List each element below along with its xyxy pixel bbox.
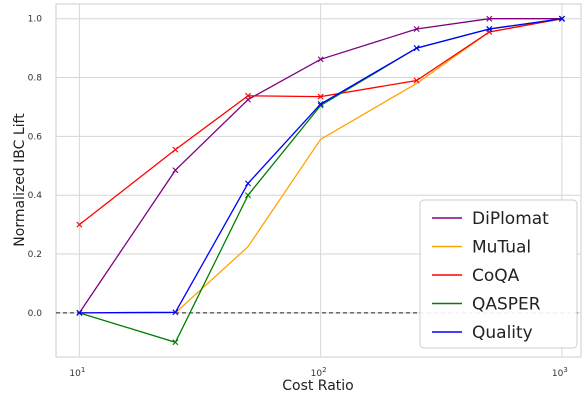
y-tick-label: 0.2: [28, 250, 42, 260]
legend-label: CoQA: [472, 266, 520, 286]
data-point-marker: [76, 309, 83, 316]
legend-label: QASPER: [472, 295, 541, 315]
legend: DiPlomat MuTual CoQA QASPER Quality: [419, 199, 578, 349]
data-point-marker: [413, 45, 420, 52]
x-tick-labels: 101 102 103: [69, 366, 567, 379]
data-point-marker: [245, 92, 252, 99]
data-point-marker: [317, 56, 324, 63]
data-point-marker: [172, 339, 179, 346]
data-point-marker: [317, 93, 324, 100]
y-tick-label: 0.0: [28, 309, 43, 319]
data-point-marker: [486, 15, 493, 22]
data-point-marker: [413, 77, 420, 84]
y-tick-label: 0.8: [28, 74, 43, 84]
x-axis-label: Cost Ratio: [282, 378, 354, 394]
series-quality: [76, 15, 565, 316]
data-point-marker: [172, 309, 179, 316]
data-point-marker: [245, 192, 252, 199]
data-point-marker: [245, 180, 252, 187]
data-point-marker: [76, 221, 83, 228]
y-tick-label: 1.0: [28, 15, 43, 25]
data-point-marker: [486, 26, 493, 32]
series-layer: [76, 15, 565, 346]
legend-box: [419, 199, 578, 349]
x-tick-label: 101: [69, 366, 85, 379]
x-tick-label: 102: [311, 366, 327, 379]
data-point-marker: [172, 146, 179, 153]
data-point-marker: [317, 101, 324, 108]
x-tick-label: 103: [552, 366, 568, 379]
legend-label: DiPlomat: [472, 209, 549, 229]
legend-label: MuTual: [472, 238, 531, 258]
y-tick-label: 0.4: [28, 191, 43, 201]
y-tick-labels: 0.0 0.2 0.4 0.6 0.8 1.0: [28, 15, 43, 319]
y-tick-label: 0.6: [28, 132, 43, 142]
legend-label: Quality: [472, 323, 533, 343]
data-point-marker: [558, 15, 565, 22]
data-point-marker: [413, 26, 420, 32]
data-point-marker: [172, 167, 179, 174]
y-axis-label: Normalized IBC Lift: [12, 113, 28, 247]
